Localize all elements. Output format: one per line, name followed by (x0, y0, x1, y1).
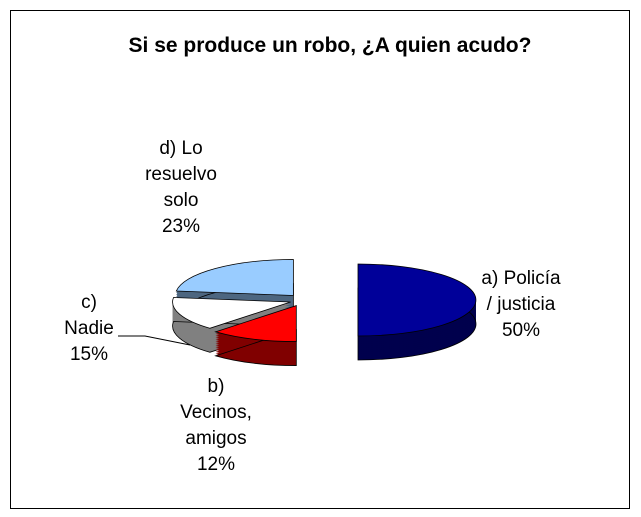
leader-line (118, 335, 191, 346)
slice-label: c) Nadie 15% (58, 290, 120, 368)
slice (172, 297, 291, 329)
category-label: c) Nadie (64, 292, 114, 339)
value-label: 23% (161, 216, 201, 237)
value-label: 50% (501, 320, 541, 341)
category-label: b) Vecinos, amigos (180, 376, 252, 449)
value-label: 15% (69, 344, 109, 365)
chart-title: Si se produce un robo, ¿A quien acudo? (128, 34, 532, 57)
category-label: d) Lo resuelvo solo (145, 138, 217, 211)
value-label: 12% (196, 454, 236, 475)
slice-label: b) Vecinos, amigos 12% (170, 374, 262, 478)
slice (214, 305, 297, 342)
slice (175, 259, 294, 296)
chart-border (10, 10, 630, 509)
slice (357, 263, 477, 337)
slice-label: a) Policía / justicia 50% (478, 266, 564, 344)
slice-side-edge (214, 329, 297, 366)
slice-side-edge (172, 321, 291, 353)
slice-label: d) Lo resuelvo solo 23% (135, 136, 227, 240)
category-label: a) Policía / justicia (481, 268, 561, 315)
